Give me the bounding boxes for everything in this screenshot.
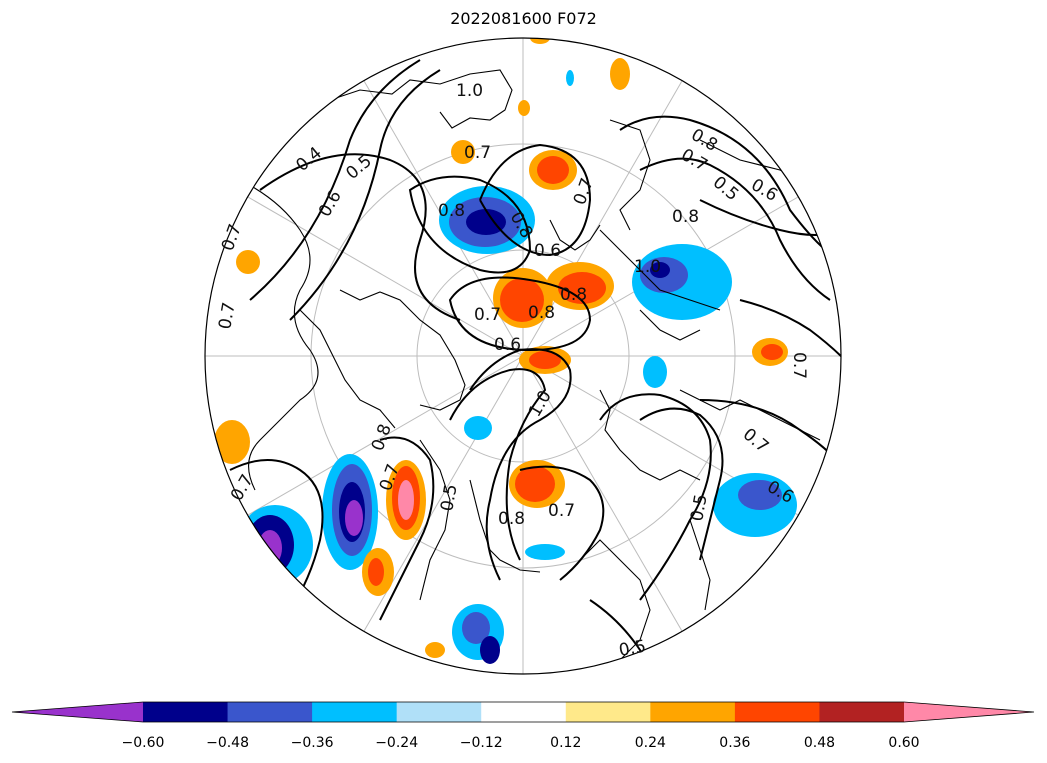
colorbar-tick: −0.48 xyxy=(206,735,249,751)
contour-label: 0.7 xyxy=(570,175,598,207)
contour-label: 0.8 xyxy=(438,201,465,221)
colorbar xyxy=(11,701,1035,723)
colorbar-tick: −0.12 xyxy=(459,735,503,751)
colorbar-tick: 0.48 xyxy=(803,735,836,751)
colorbar-swatch xyxy=(650,702,736,722)
colorbar-swatch xyxy=(481,702,567,722)
colorbar-tick: 0.12 xyxy=(550,735,582,751)
contour-label: 0.5 xyxy=(709,173,743,206)
colorbar-swatch xyxy=(143,702,229,722)
contour-label: 0.5 xyxy=(617,637,647,661)
colorbar-extend-high xyxy=(904,702,1034,722)
contour-label: 0.7 xyxy=(464,143,491,163)
contour-label: 0.8 xyxy=(498,509,525,529)
contour-label: 0.7 xyxy=(474,305,501,325)
colorbar-tick: −0.36 xyxy=(290,735,334,751)
contour-label: 1.0 xyxy=(634,257,661,277)
colorbar-extend-low xyxy=(12,702,143,722)
contour-label: 0.8 xyxy=(368,421,396,453)
map-title: 2022081600 F072 xyxy=(450,9,597,28)
contour-label: 0.7 xyxy=(789,352,809,379)
contour-label: 1.0 xyxy=(456,81,483,101)
colorbar-tick: −0.24 xyxy=(375,735,419,751)
colorbar-tick: −0.60 xyxy=(121,735,165,751)
contour-label: 0.7 xyxy=(227,471,258,504)
colorbar-swatch xyxy=(396,702,482,722)
colorbar-swatch xyxy=(819,702,905,722)
contour-lines xyxy=(229,59,841,674)
shaded-anomalies xyxy=(214,38,797,664)
contour-label: 0.7 xyxy=(215,301,239,331)
map-boundary xyxy=(204,37,842,675)
contour-label: 0.7 xyxy=(739,425,773,458)
contour-label-group: 0.4 0.5 0.6 0.7 0.8 1.0 0.7 0.8 0.6 0.7 … xyxy=(215,81,809,661)
colorbar-tick: 0.36 xyxy=(719,735,751,751)
contour-label: 0.4 xyxy=(292,143,326,176)
colorbar-swatch xyxy=(312,702,398,722)
contour-label: 0.8 xyxy=(560,285,587,305)
colorbar-swatch xyxy=(734,702,820,722)
polar-map: 0.4 0.5 0.6 0.7 0.8 1.0 0.7 0.8 0.6 0.7 … xyxy=(204,37,842,675)
contour-label: 0.8 xyxy=(672,207,699,227)
contour-label: 0.8 xyxy=(528,303,555,323)
colorbar-segments xyxy=(11,701,1035,723)
colorbar-swatch xyxy=(227,702,313,722)
contour-label: 1.0 xyxy=(525,387,556,420)
contour-label: 0.5 xyxy=(437,483,461,513)
colorbar-tick: 0.60 xyxy=(888,735,920,751)
contour-label: 0.6 xyxy=(494,335,521,355)
colorbar-tick: 0.24 xyxy=(634,735,666,751)
contour-label: 0.7 xyxy=(548,501,575,521)
contour-label: 0.7 xyxy=(218,221,246,253)
colorbar-swatch xyxy=(565,702,651,722)
colorbar-outline xyxy=(11,701,1035,723)
contour-label: 0.6 xyxy=(748,175,781,206)
contour-label: 0.6 xyxy=(534,241,561,261)
contour-label: 0.5 xyxy=(687,493,711,523)
